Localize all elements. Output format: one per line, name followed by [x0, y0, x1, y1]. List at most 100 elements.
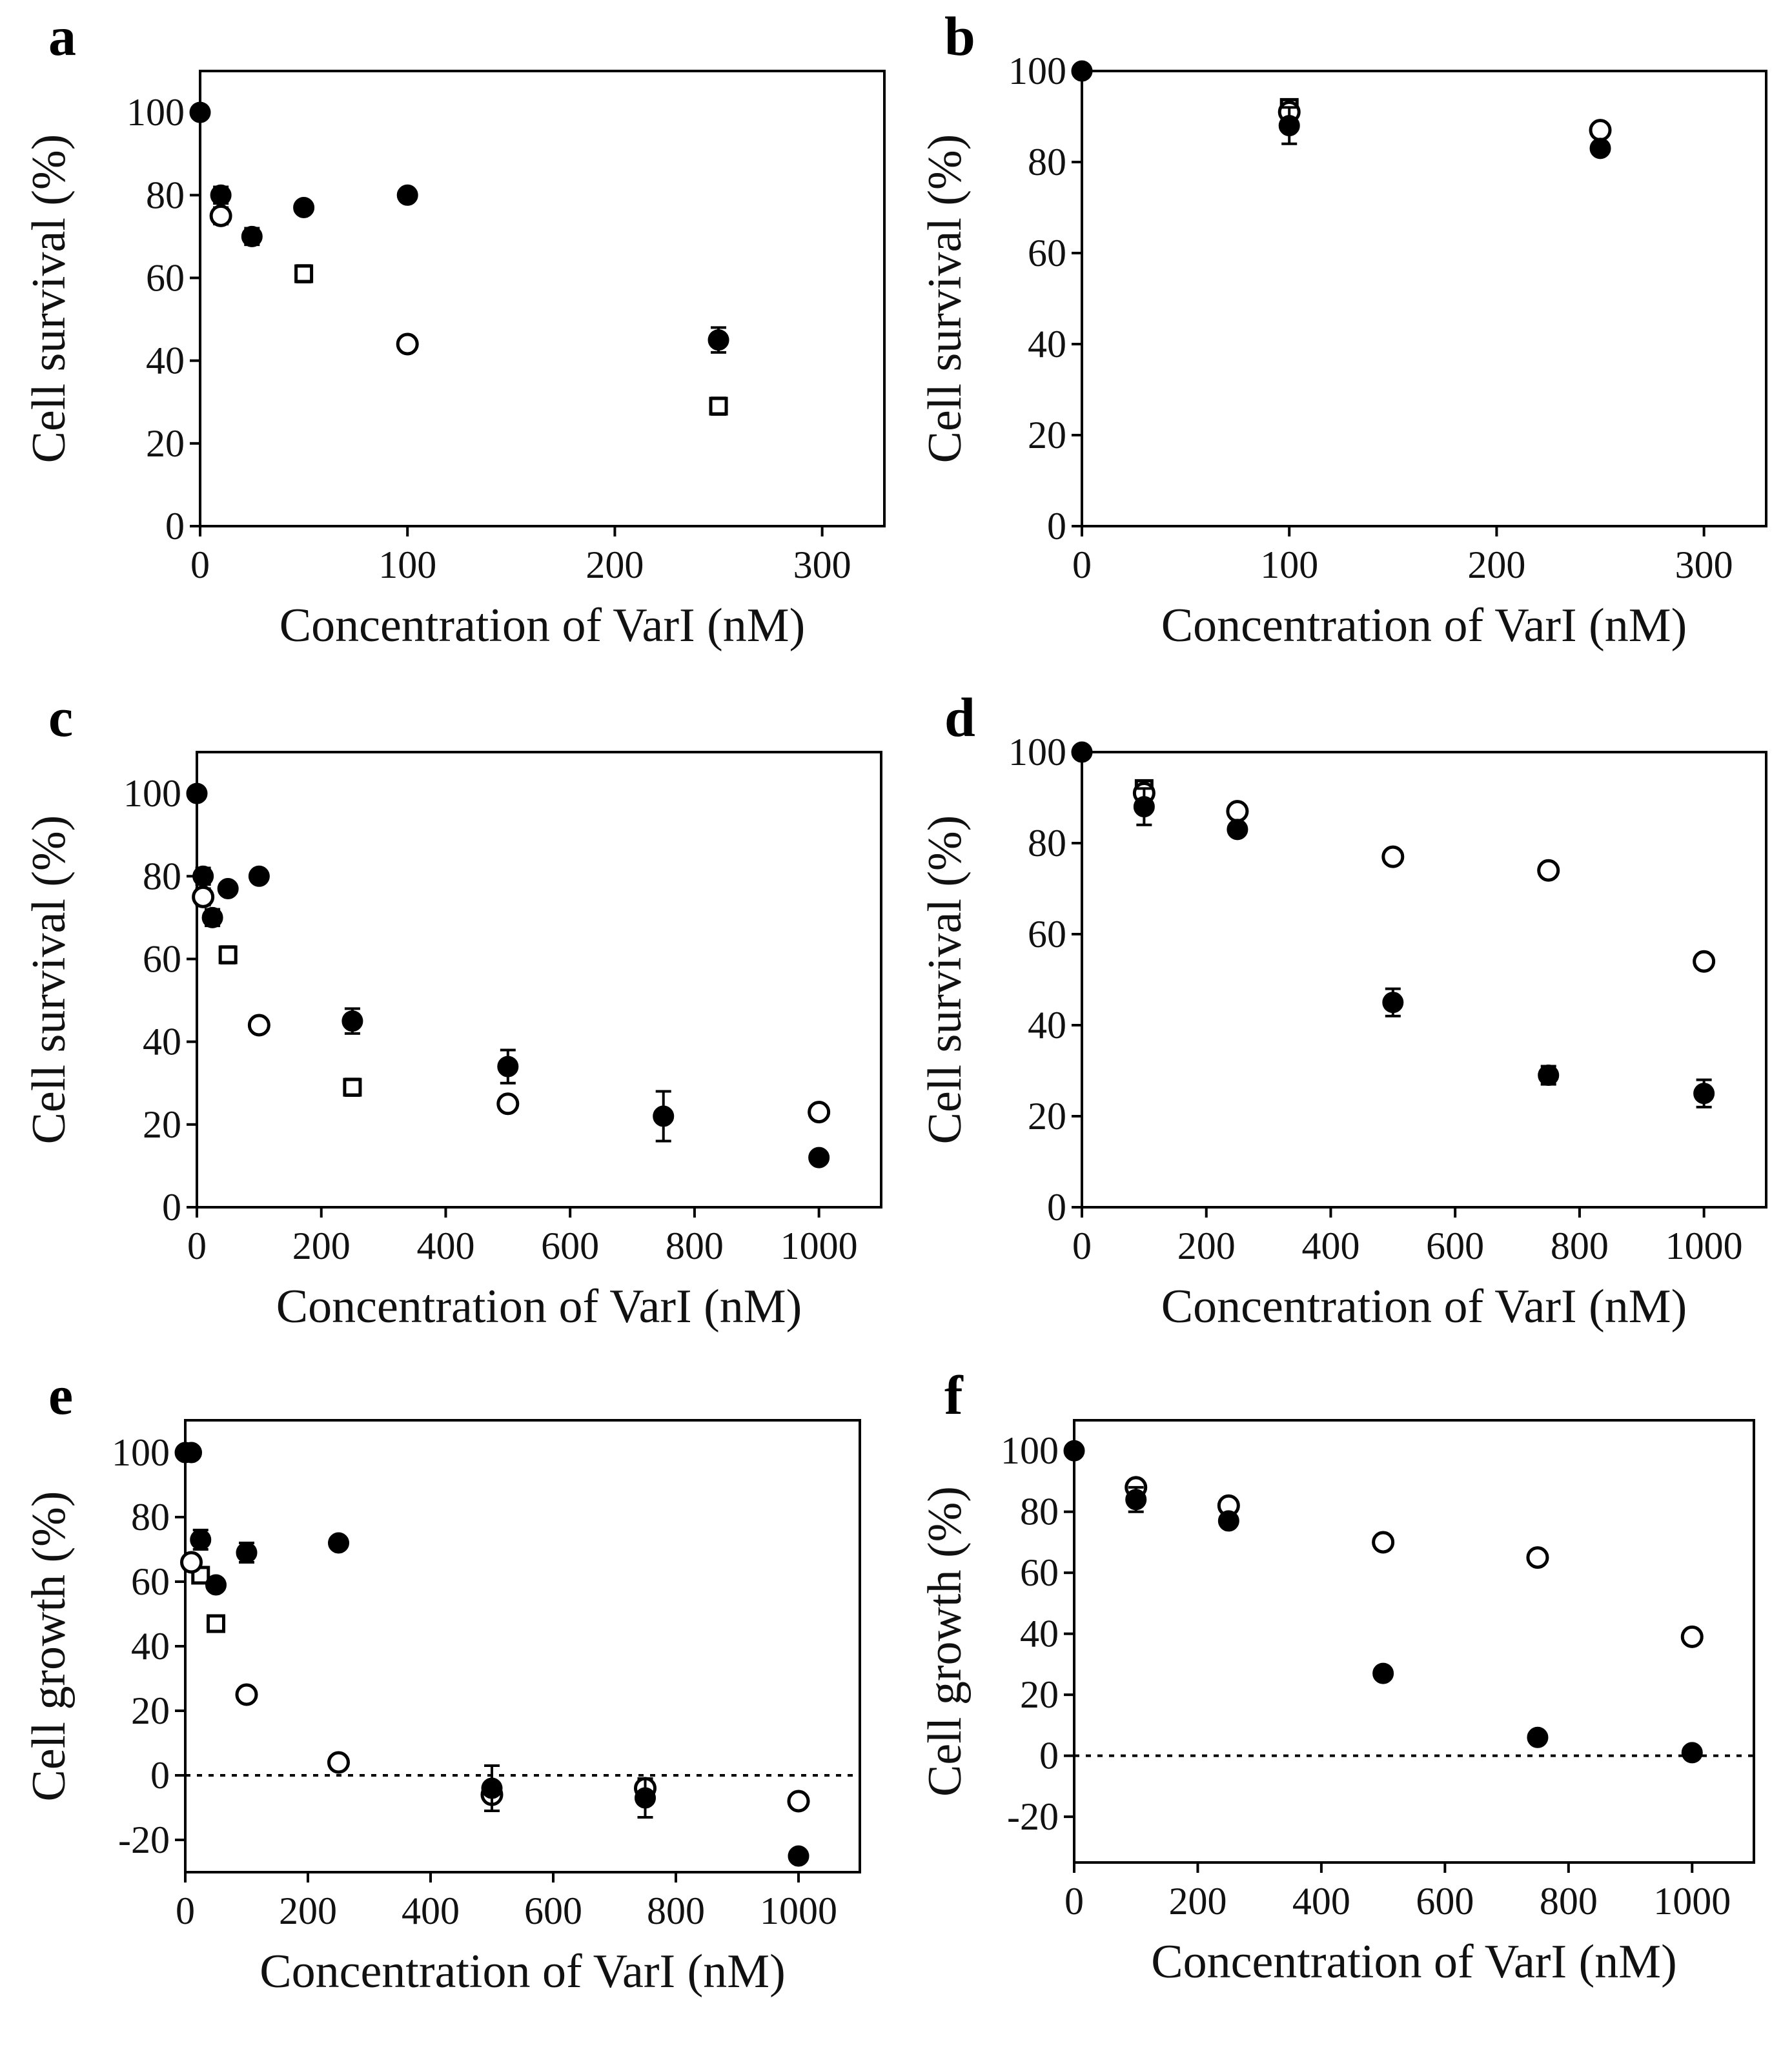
x-tick-label: 600: [1426, 1225, 1484, 1267]
data-point-filled: [1278, 115, 1300, 137]
x-tick-label: 200: [1467, 544, 1525, 586]
x-tick-label: 400: [416, 1225, 474, 1267]
x-tick-label: 0: [1064, 1880, 1084, 1923]
y-tick-label: 40: [1028, 323, 1066, 365]
x-tick-label: 600: [524, 1890, 582, 1932]
y-tick-label: 40: [1028, 1004, 1066, 1046]
x-tick-label: 1000: [760, 1890, 837, 1932]
data-point-filled: [189, 101, 211, 123]
y-tick-label: 100: [1008, 731, 1066, 773]
y-tick-label: 20: [131, 1689, 170, 1732]
plot-frame: [1081, 751, 1767, 1209]
x-tick-label: 800: [647, 1890, 705, 1932]
data-point-filled: [653, 1105, 675, 1127]
y-tick-label: 40: [146, 340, 185, 382]
y-axis-title: Cell survival (%): [23, 815, 76, 1145]
data-point-open: [787, 1790, 810, 1813]
data-point-filled: [708, 329, 729, 351]
y-tick-label: 80: [1028, 141, 1066, 183]
y-tick-label: 60: [1028, 913, 1066, 955]
x-tick-label: 800: [1551, 1225, 1609, 1267]
y-tick-label: 80: [146, 174, 185, 216]
y-tick-label: 80: [1020, 1491, 1059, 1533]
x-tick-label: 400: [1301, 1225, 1359, 1267]
plot-frame: [196, 751, 882, 1209]
data-point-open: [235, 1683, 258, 1706]
y-tick-label: 100: [112, 1431, 170, 1474]
plot-frame: [184, 1419, 861, 1873]
x-tick-label: 200: [279, 1890, 337, 1932]
data-point-filled: [808, 1147, 830, 1168]
data-point-filled: [635, 1787, 656, 1809]
data-point-open: [808, 1101, 831, 1124]
x-tick-label: 0: [176, 1890, 195, 1932]
y-tick-label: 60: [143, 937, 181, 980]
x-tick-label: 400: [1292, 1880, 1350, 1923]
data-point-filled: [190, 1529, 212, 1551]
y-axis-title: Cell growth (%): [919, 1486, 972, 1797]
y-tick-label: 40: [143, 1021, 181, 1063]
panel-label: e: [48, 1364, 73, 1426]
data-point-filled: [481, 1777, 503, 1799]
y-tick-label: 80: [143, 855, 181, 897]
data-point-filled: [1071, 741, 1093, 763]
y-tick-label: 20: [1028, 414, 1066, 456]
plot-frame: [1073, 1419, 1755, 1864]
data-point-filled: [1589, 138, 1611, 159]
chart-panel-b: b 0 20 40 60 80 100 0 100 200 300 Concentration of …: [919, 5, 1767, 652]
y-tick-label: -20: [118, 1819, 170, 1861]
data-point-filled: [1372, 1662, 1394, 1684]
x-axis-title: Concentration of VarI (nM): [280, 599, 805, 652]
data-point-filled: [1063, 1440, 1085, 1462]
x-tick-label: 300: [1675, 544, 1733, 586]
data-point-filled: [293, 197, 315, 218]
y-tick-label: 100: [127, 91, 185, 134]
x-axis-title: Concentration of VarI (nM): [260, 1945, 785, 1998]
panel-label: c: [48, 686, 73, 748]
y-tick-label: 60: [1020, 1551, 1059, 1594]
data-point-open: [209, 204, 232, 227]
data-point-filled: [201, 906, 223, 928]
data-point-filled: [1527, 1726, 1549, 1748]
data-point-filled: [192, 865, 214, 887]
y-tick-label: 20: [1028, 1095, 1066, 1138]
y-tick-label: 20: [146, 422, 185, 465]
y-axis-title: Cell survival (%): [23, 134, 76, 464]
y-tick-label: 60: [131, 1560, 170, 1603]
y-axis-title: Cell survival (%): [919, 815, 972, 1145]
data-point-open: [1226, 800, 1249, 823]
data-point-filled: [217, 878, 239, 899]
data-point-filled: [788, 1845, 809, 1867]
y-tick-label: 0: [1039, 1735, 1059, 1777]
data-point-open: [1589, 119, 1612, 142]
data-point-open: [1381, 845, 1405, 868]
y-tick-label: 0: [165, 505, 185, 547]
x-tick-label: 200: [1177, 1225, 1236, 1267]
plot-frame: [1081, 70, 1767, 527]
y-tick-label: -20: [1007, 1795, 1059, 1838]
y-tick-label: 40: [1020, 1613, 1059, 1655]
y-tick-label: 0: [150, 1754, 170, 1797]
plot-frame: [199, 70, 886, 527]
data-point-filled: [1071, 60, 1093, 82]
x-tick-label: 200: [1168, 1880, 1227, 1923]
panel-label: d: [944, 686, 975, 748]
x-tick-label: 100: [378, 544, 436, 586]
chart-panel-a: a 0 20 40 60 80 100 0 100 200 300 Concentration of …: [23, 5, 886, 652]
y-tick-label: 20: [143, 1103, 181, 1146]
x-tick-label: 300: [793, 544, 851, 586]
data-point-filled: [1538, 1065, 1560, 1087]
panel-label: f: [944, 1364, 964, 1426]
data-point-filled: [1133, 796, 1155, 818]
x-tick-label: 1000: [1665, 1225, 1743, 1267]
panel-label: a: [48, 5, 76, 67]
data-point-square: [207, 1614, 225, 1633]
data-point-square: [709, 396, 728, 416]
data-point-open: [247, 1014, 270, 1037]
y-tick-label: 20: [1020, 1673, 1059, 1716]
x-tick-label: 0: [1072, 544, 1092, 586]
data-point-open: [396, 332, 419, 356]
x-tick-label: 0: [187, 1225, 207, 1267]
